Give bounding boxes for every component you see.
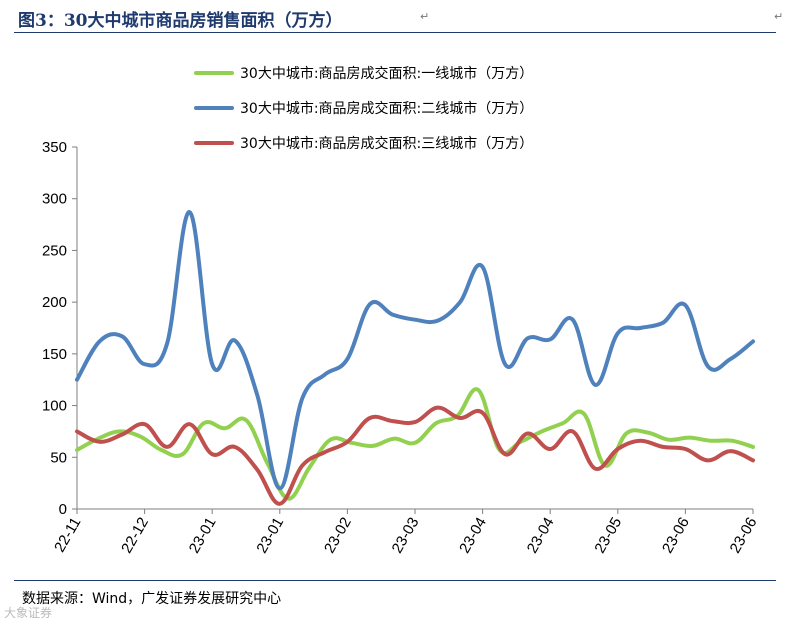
x-tick-label: 23-06: [659, 515, 693, 557]
legend-item-tier1-label: 30大中城市:商品房成交面积:一线城市（万方）: [240, 65, 533, 82]
watermark: 大象证券: [4, 606, 53, 620]
y-tick-label: 50: [50, 449, 67, 466]
x-tick-label: 23-05: [591, 515, 625, 557]
series-line-tier3: [75, 405, 755, 506]
chart-title: 图3：30大中城市商品房销售面积（万方）: [18, 11, 343, 31]
title-row: 图3：30大中城市商品房销售面积（万方）: [8, 4, 784, 31]
paragraph-mark-icon: ↵: [774, 10, 784, 23]
x-tick-label: 23-01: [253, 515, 287, 557]
x-tick-label: 22-12: [118, 515, 152, 557]
x-tick-label: 23-01: [186, 515, 220, 557]
y-tick-label: 100: [42, 398, 67, 415]
x-tick-label: 23-03: [389, 515, 423, 557]
x-tick-label: 23-04: [456, 515, 490, 557]
x-tick-label: 23-02: [321, 515, 355, 557]
legend-item-tier2-label: 30大中城市:商品房成交面积:二线城市（万方）: [240, 100, 533, 117]
title-rule: [14, 32, 776, 33]
x-tick-label: 22-11: [51, 515, 84, 556]
source-note: 数据来源：Wind，广发证券发展研究中心: [22, 591, 282, 607]
y-tick-label: 200: [42, 294, 67, 311]
y-tick-label: 350: [42, 139, 67, 156]
y-tick-label: 300: [42, 191, 67, 208]
legend-item-tier3-label: 30大中城市:商品房成交面积:三线城市（万方）: [240, 135, 533, 152]
y-tick-label: 150: [42, 346, 67, 363]
y-tick-label: 0: [59, 501, 67, 518]
paragraph-mark-icon: ↵: [420, 10, 430, 23]
y-tick-label: 250: [42, 242, 67, 259]
x-tick-label: 23-04: [524, 515, 558, 557]
x-tick-label: 23-06: [727, 515, 761, 557]
series-line-tier1: [75, 387, 755, 501]
series-line-tier2: [75, 210, 755, 491]
footer-rule: [14, 580, 776, 581]
